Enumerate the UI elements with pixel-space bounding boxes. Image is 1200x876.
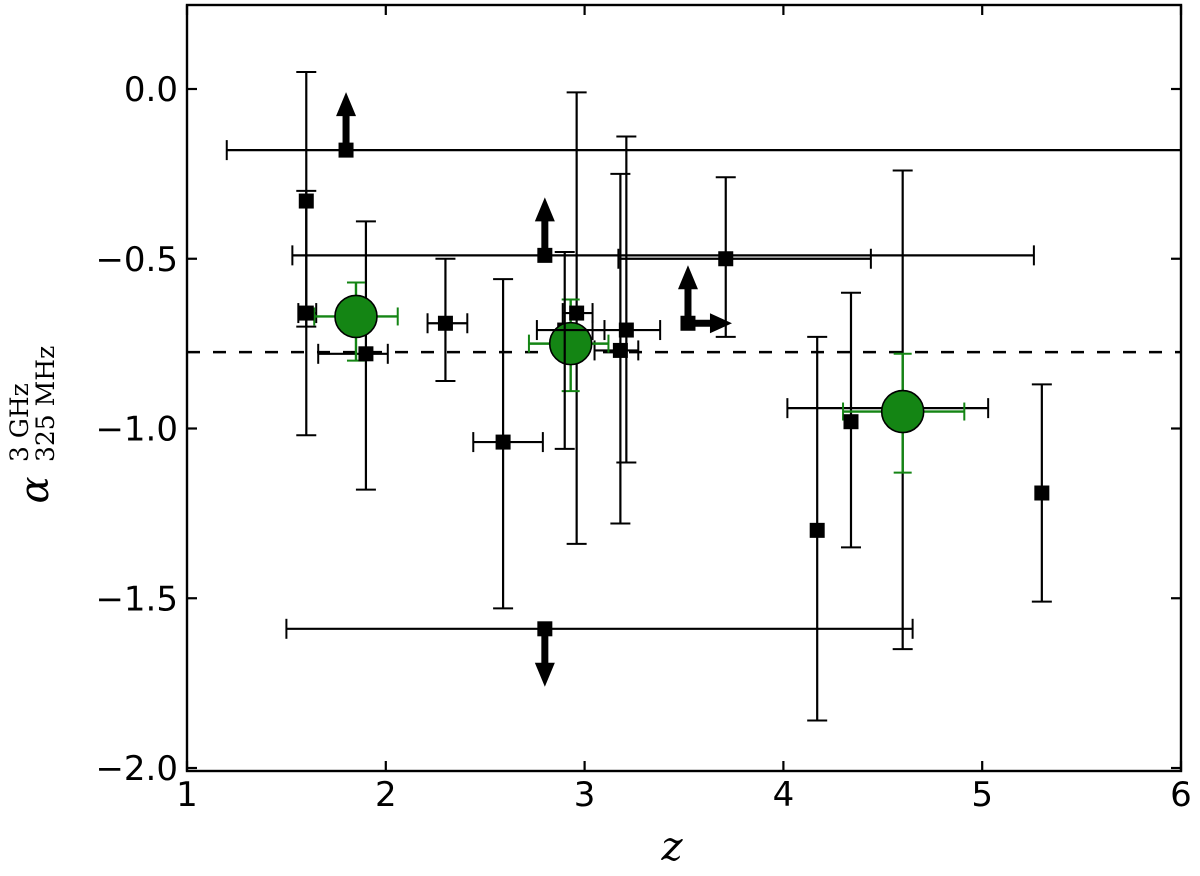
data-point-square [298,305,314,321]
y-axis-label-superscript: 3 GHz [5,383,34,462]
y-tick-label: −2.0 [95,749,178,789]
x-tick-label: 3 [574,775,596,815]
arrow-head-up [677,265,698,290]
arrow-head-up [534,197,555,222]
median-layer [313,281,966,474]
data-point-square [618,322,634,338]
front-error-bars-layer [535,250,606,450]
data-point-square [298,193,314,209]
median-point [548,321,593,366]
data-point-square [843,414,859,430]
arrow-head-right [709,313,732,334]
x-tick-label: 2 [375,775,397,815]
y-axis-label-subscript: 325 MHz [31,346,60,462]
axes-layer: 1 2 3 4 5 6 0.0 −0.5 −1.0 −1.5 −2.0 [95,3,1192,815]
y-tick-label: −0.5 [95,240,178,280]
plot-area: 1 2 3 4 5 6 0.0 −0.5 −1.0 −1.5 −2.0 [95,3,1192,815]
plot-frame [185,3,1183,773]
data-point-square [680,315,696,331]
data-point-square [1034,485,1050,501]
y-tick-label: −1.0 [95,410,178,450]
arrow-head-down [534,662,555,687]
error-bars-layer [187,71,1182,722]
x-axis-label: z [660,824,683,870]
x-tick-label: 4 [773,775,795,815]
marker-layer [298,92,1050,687]
y-tick-label: 0.0 [124,70,178,110]
median-point [334,294,378,339]
arrow-head-up [336,92,357,117]
x-tick-label: 6 [1170,775,1192,815]
x-tick-label: 5 [971,775,993,815]
y-axis-label-alpha: α [12,476,58,503]
data-point-square [338,142,354,158]
data-point-square [537,621,553,637]
data-point-square [718,251,734,267]
x-tick-label: 1 [176,775,198,815]
data-point-square [569,305,585,321]
data-point-square [358,346,374,362]
y-tick-label: −1.5 [95,579,178,619]
median-point [880,389,925,434]
y-axis-label: α 3 GHz 325 MHz [5,346,60,504]
data-point-square [537,247,553,263]
data-point-square [612,342,628,358]
data-point-square [437,315,453,331]
data-point-square [495,434,511,450]
data-point-square [809,522,825,538]
